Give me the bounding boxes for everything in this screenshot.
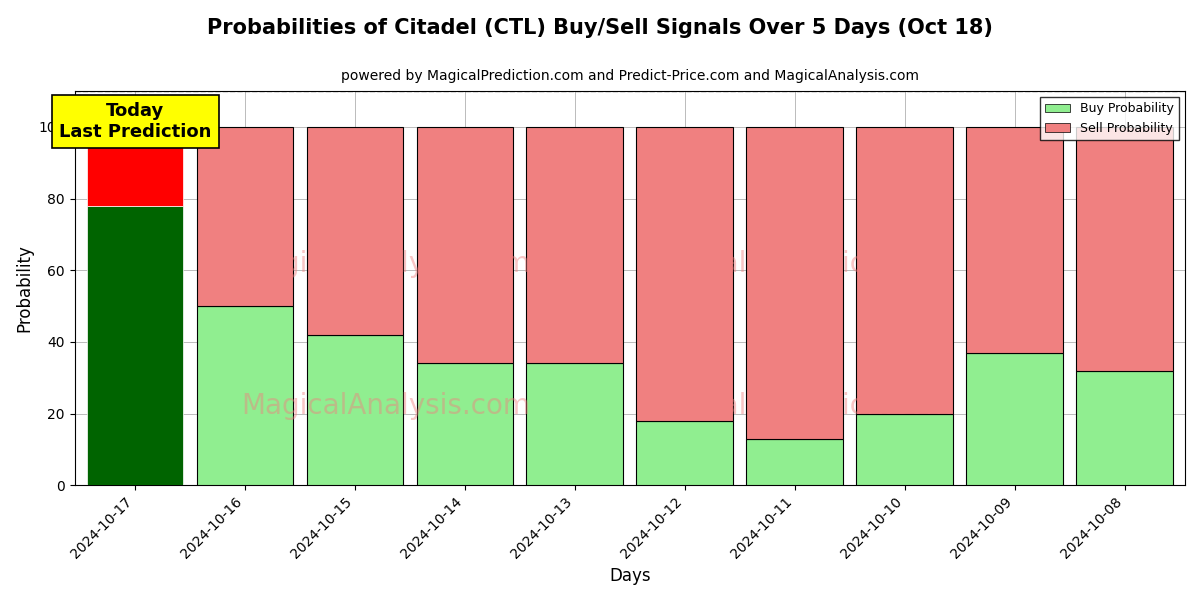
Bar — [636, 421, 733, 485]
Text: MagicalAnalysis.com: MagicalAnalysis.com — [241, 250, 530, 278]
Bar — [86, 127, 184, 206]
Bar — [746, 127, 844, 439]
Bar — [1076, 371, 1172, 485]
Text: Probabilities of Citadel (CTL) Buy/Sell Signals Over 5 Days (Oct 18): Probabilities of Citadel (CTL) Buy/Sell … — [208, 18, 992, 38]
Bar — [307, 127, 403, 335]
Legend: Buy Probability, Sell Probability: Buy Probability, Sell Probability — [1040, 97, 1178, 140]
Title: powered by MagicalPrediction.com and Predict-Price.com and MagicalAnalysis.com: powered by MagicalPrediction.com and Pre… — [341, 69, 919, 83]
Text: MagicalAnalysis.com: MagicalAnalysis.com — [241, 392, 530, 421]
Text: Today
Last Prediction: Today Last Prediction — [59, 102, 211, 140]
Bar — [1076, 127, 1172, 371]
Bar — [966, 353, 1063, 485]
Y-axis label: Probability: Probability — [16, 244, 34, 332]
Bar — [857, 413, 953, 485]
Text: MagicalPrediction.com: MagicalPrediction.com — [640, 392, 953, 421]
Bar — [527, 127, 623, 364]
Bar — [86, 206, 184, 485]
Bar — [416, 127, 514, 364]
Bar — [197, 127, 294, 306]
Text: MagicalPrediction.com: MagicalPrediction.com — [640, 250, 953, 278]
Bar — [416, 364, 514, 485]
Bar — [746, 439, 844, 485]
Bar — [636, 127, 733, 421]
Bar — [307, 335, 403, 485]
Bar — [857, 127, 953, 413]
Bar — [197, 306, 294, 485]
Bar — [966, 127, 1063, 353]
X-axis label: Days: Days — [610, 567, 650, 585]
Bar — [527, 364, 623, 485]
